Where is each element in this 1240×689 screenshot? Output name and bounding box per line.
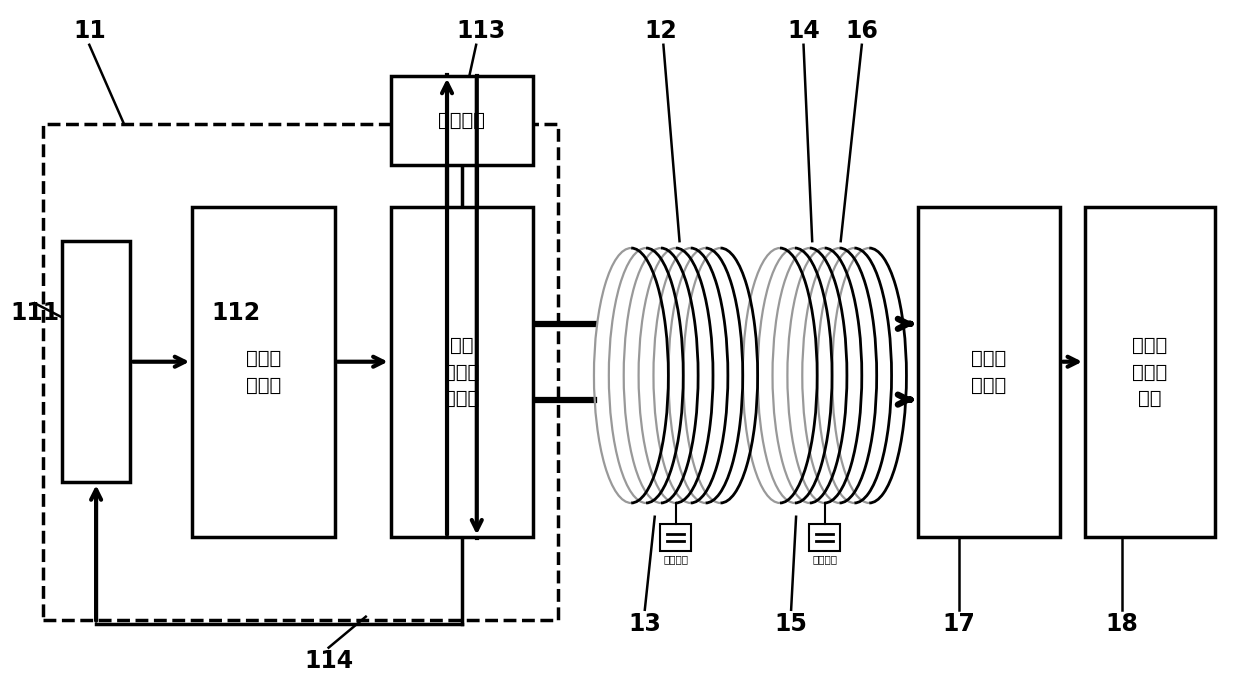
Text: 可调电容: 可调电容	[663, 555, 688, 565]
Text: 15: 15	[775, 612, 807, 635]
Bar	[391, 207, 533, 537]
Bar	[391, 76, 533, 165]
Text: 14: 14	[787, 19, 820, 43]
Text: 可控
全桥逆
变电路: 可控 全桥逆 变电路	[444, 336, 480, 408]
Bar	[661, 524, 692, 551]
Text: 17: 17	[942, 612, 975, 635]
Text: 电动汽
车储能
电池: 电动汽 车储能 电池	[1132, 336, 1168, 408]
Text: 113: 113	[456, 19, 506, 43]
Text: 可调电容: 可调电容	[812, 555, 837, 565]
Text: 12: 12	[645, 19, 677, 43]
Text: 18: 18	[1106, 612, 1138, 635]
Text: 驱动电路: 驱动电路	[439, 111, 485, 130]
Text: 不控整
流电路: 不控整 流电路	[246, 349, 281, 395]
Bar	[1085, 207, 1215, 537]
Text: 114: 114	[304, 650, 353, 673]
Bar	[43, 124, 558, 620]
Text: 整流稳
压模块: 整流稳 压模块	[971, 349, 1007, 395]
Text: 13: 13	[629, 612, 661, 635]
Text: 111: 111	[10, 302, 60, 325]
Text: 16: 16	[846, 19, 878, 43]
Text: 11: 11	[73, 19, 105, 43]
Bar	[192, 207, 335, 537]
Text: 112: 112	[211, 302, 260, 325]
Bar	[62, 241, 130, 482]
Bar	[918, 207, 1060, 537]
Bar	[810, 524, 841, 551]
